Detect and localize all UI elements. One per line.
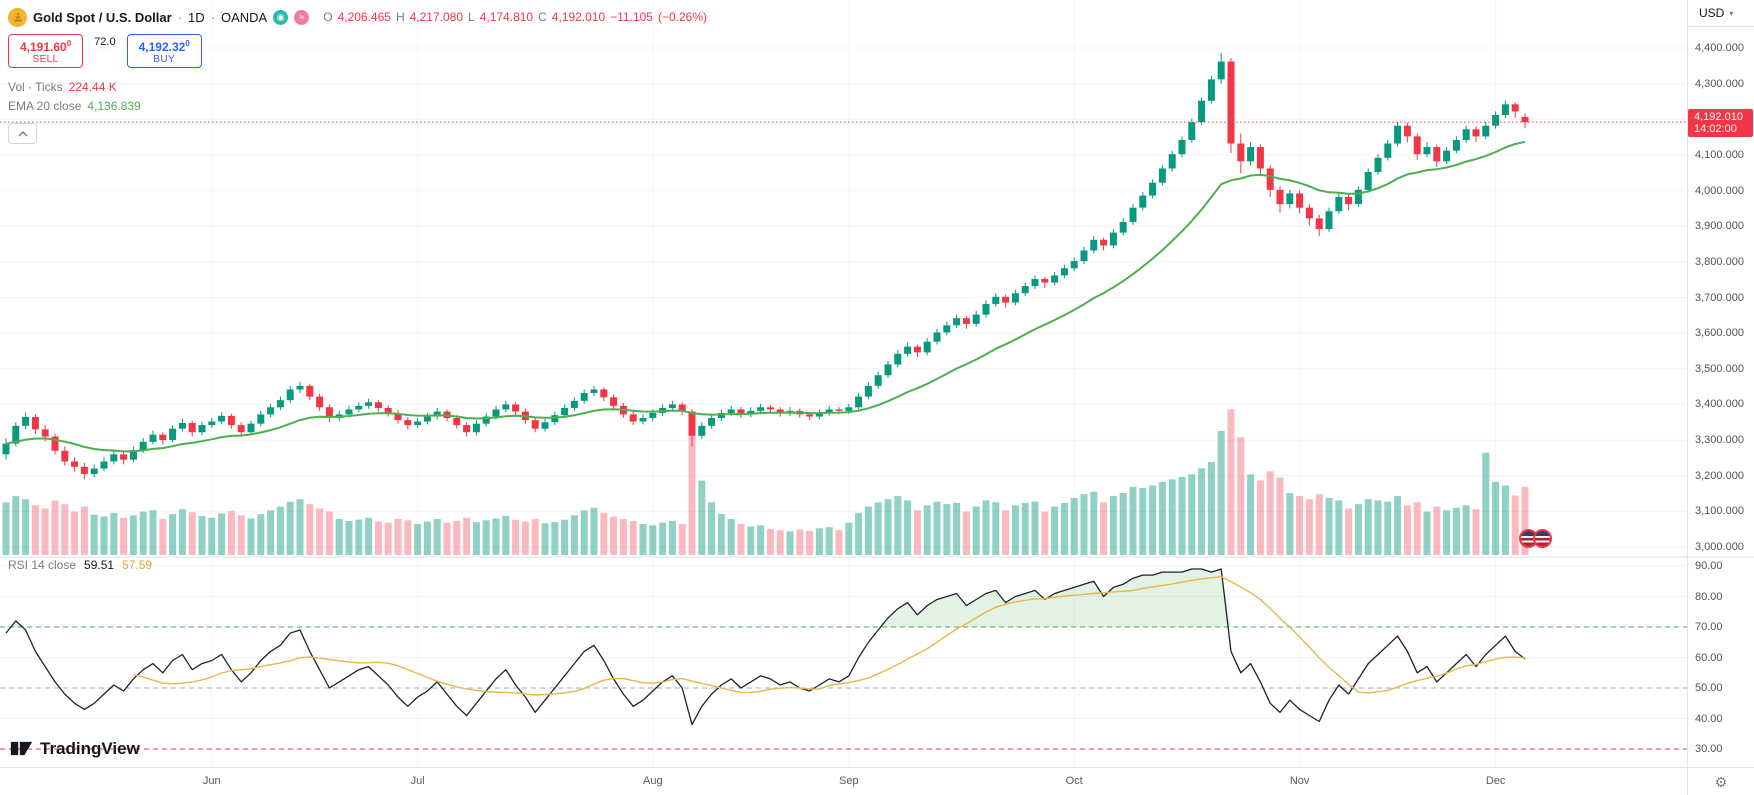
interval-label[interactable]: 1D xyxy=(188,9,205,25)
rsi-axis-label: 70.00 xyxy=(1695,621,1723,633)
ohlc-values: O 4,206.465 H 4,217.080 L 4,174.810 C 4,192.… xyxy=(323,10,708,24)
rsi-fill xyxy=(6,569,1525,627)
tradingview-wordmark: TradingView xyxy=(40,738,140,758)
currency-label: USD xyxy=(1699,6,1725,20)
price-axis-label: 3,500.000 xyxy=(1695,362,1744,375)
main-legend: Gold Spot / U.S. Dollar · 1D · OANDA ◉ ≈… xyxy=(8,6,707,113)
price-axis-label: 4,300.000 xyxy=(1695,77,1744,90)
sell-button[interactable]: 4,191.600 SELL xyxy=(8,34,84,68)
rsi-axis-label: 90.00 xyxy=(1695,560,1723,572)
grid-lines xyxy=(0,0,1687,767)
volume-value: 224.44 K xyxy=(68,80,117,94)
legend-collapse-button[interactable] xyxy=(8,123,37,144)
data-mode-icon[interactable]: ≈ xyxy=(294,9,310,25)
economic-event-flag-icon[interactable] xyxy=(1533,529,1552,548)
market-status-icon[interactable]: ◉ xyxy=(273,9,289,25)
trade-buttons: 4,191.600 SELL 72.0 4,192.320 BUY xyxy=(8,34,707,68)
settings-gear-icon[interactable]: ⚙ xyxy=(1714,773,1728,790)
rsi-axis-label: 30.00 xyxy=(1695,743,1723,755)
price-axis-label: 3,900.000 xyxy=(1695,220,1744,233)
economic-events[interactable] xyxy=(1519,529,1552,548)
price-axis-label: 3,600.000 xyxy=(1695,327,1744,340)
time-axis-label: Dec xyxy=(1485,775,1506,787)
price-axis-label: 3,400.000 xyxy=(1695,398,1744,411)
price-axis-label: 3,700.000 xyxy=(1695,291,1744,304)
ema-label: EMA 20 close xyxy=(8,99,82,113)
chevron-up-icon xyxy=(18,130,27,136)
current-price-value: 4,192.010 xyxy=(1694,111,1743,124)
bar-countdown: 14:02:00 xyxy=(1694,123,1737,136)
price-axis-label: 3,800.000 xyxy=(1695,255,1744,268)
price-axis-label: 4,100.000 xyxy=(1695,148,1744,161)
price-axis-label: 3,300.000 xyxy=(1695,434,1744,447)
time-axis-label: Nov xyxy=(1289,775,1310,787)
ema-indicator-row[interactable]: EMA 20 close 4,136.839 xyxy=(8,99,707,113)
time-axis-label: Jun xyxy=(202,775,221,787)
symbol-title[interactable]: Gold Spot / U.S. Dollar xyxy=(33,9,172,25)
time-axis-label: Jul xyxy=(410,775,425,787)
rsi-ma-line xyxy=(133,576,1526,696)
axis-corner: ⚙ xyxy=(1687,767,1754,795)
current-price-tag: 4,192.010 14:02:00 xyxy=(1688,109,1753,138)
rsi-axis-label: 40.00 xyxy=(1695,712,1723,725)
buy-button[interactable]: 4,192.320 BUY xyxy=(126,34,202,68)
time-axis-label: Aug xyxy=(643,775,663,787)
rsi-axis-label: 80.00 xyxy=(1695,590,1723,603)
price-axis-label: 3,000.000 xyxy=(1695,541,1744,553)
rsi-label: RSI 14 close xyxy=(8,558,77,572)
chevron-down-icon: ▾ xyxy=(1729,8,1734,18)
spread-value: 72.0 xyxy=(94,36,116,48)
tradingview-mark-icon xyxy=(10,741,33,756)
volume-indicator-row[interactable]: Vol · Ticks 224.44 K xyxy=(8,80,707,94)
price-axis-label: 4,400.000 xyxy=(1695,42,1744,54)
price-axis-label: 3,200.000 xyxy=(1695,469,1744,482)
change-percent: (−0.26%) xyxy=(657,10,708,24)
ema-value: 4,136.839 xyxy=(87,99,141,113)
rsi-axis-label: 60.00 xyxy=(1695,651,1723,664)
volume-bars xyxy=(2,409,1529,555)
volume-label: Vol · Ticks xyxy=(8,80,63,94)
time-axis-label: Sep xyxy=(839,775,859,787)
price-axis-label: 4,000.000 xyxy=(1695,184,1744,197)
tradingview-logo[interactable]: TradingView xyxy=(10,738,140,759)
rsi-axis-label: 50.00 xyxy=(1695,682,1723,694)
rsi-indicator-row[interactable]: RSI 14 close 59.51 57.59 xyxy=(8,558,152,572)
separator-dot: · xyxy=(177,9,183,25)
symbol-row: Gold Spot / U.S. Dollar · 1D · OANDA ◉ ≈… xyxy=(8,6,707,28)
rsi-line xyxy=(5,568,1526,726)
time-axis[interactable]: MayJunJulAugSepOctNovDec xyxy=(0,767,1687,795)
symbol-logo-icon xyxy=(8,7,27,27)
rsi-value: 59.51 xyxy=(84,558,115,572)
rsi-ma-value: 57.59 xyxy=(122,558,153,572)
candles xyxy=(2,53,1529,480)
rsi-bands xyxy=(0,626,1687,750)
ema-line xyxy=(5,140,1526,453)
price-axis[interactable]: USD ▾ 4,192.010 14:02:00 4,400.000 4,300.… xyxy=(1687,0,1754,767)
currency-selector[interactable]: USD ▾ xyxy=(1688,0,1754,27)
price-axis-label: 3,100.000 xyxy=(1695,505,1744,518)
change-value: −11.105 xyxy=(610,10,653,24)
exchange-label[interactable]: OANDA xyxy=(220,9,268,25)
time-axis-label: Oct xyxy=(1065,775,1083,787)
separator-dot: · xyxy=(210,9,215,25)
